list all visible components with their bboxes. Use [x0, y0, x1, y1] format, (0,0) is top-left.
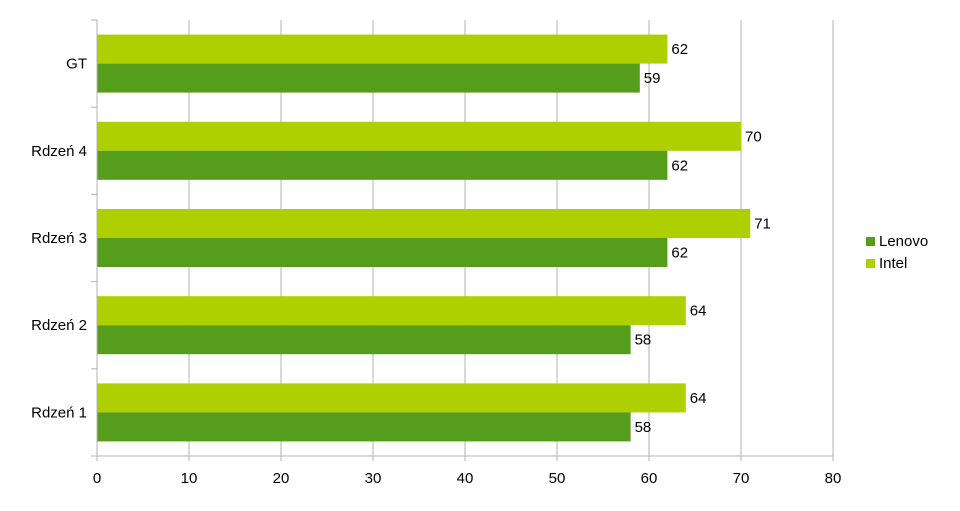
legend: Lenovo Intel: [866, 233, 928, 272]
category-label: Rdzeń 3: [31, 230, 87, 247]
x-tick-label: 80: [825, 470, 842, 487]
bar-intel: [97, 209, 751, 238]
data-label: 62: [671, 245, 688, 262]
legend-label: Lenovo: [879, 233, 928, 250]
data-label: 62: [671, 41, 688, 58]
x-tick-label: 10: [181, 470, 198, 487]
bar-lenovo: [97, 150, 668, 180]
bar-lenovo: [97, 412, 631, 442]
category-label: Rdzeń 1: [31, 404, 87, 421]
category-label: GT: [66, 56, 87, 73]
bars: [97, 34, 751, 442]
bar-intel: [97, 121, 741, 151]
bar-lenovo: [97, 238, 668, 267]
category-labels: Rdzeń 1 Rdzeń 2 Rdzeń 3 Rdzeń 4 GT: [31, 56, 87, 422]
data-label: 59: [644, 70, 661, 87]
data-label: 58: [635, 332, 652, 349]
x-tick-label: 60: [641, 470, 658, 487]
legend-swatch: [866, 237, 875, 246]
x-tick-label: 40: [457, 470, 474, 487]
legend-label: Intel: [879, 255, 907, 272]
bar-intel: [97, 383, 686, 413]
bar-lenovo: [97, 63, 640, 93]
data-label: 64: [690, 390, 707, 407]
x-tick-label: 70: [733, 470, 750, 487]
category-label: Rdzeń 2: [31, 317, 87, 334]
data-label: 62: [671, 157, 688, 174]
data-labels: 64 58 64 58 71 62 70 62 62 59: [635, 41, 771, 436]
category-label: Rdzeń 4: [31, 143, 87, 160]
bar-intel: [97, 34, 668, 64]
x-tick-label: 30: [365, 470, 382, 487]
data-label: 64: [690, 303, 707, 320]
data-label: 71: [754, 216, 771, 233]
x-tick-labels: 0 10 20 30 40 50 60 70 80: [93, 470, 842, 487]
x-tick-label: 0: [93, 470, 101, 487]
data-label: 58: [635, 419, 652, 436]
bar-lenovo: [97, 325, 631, 355]
axes: [91, 19, 834, 461]
data-label: 70: [745, 128, 762, 145]
x-tick-label: 50: [549, 470, 566, 487]
x-tick-label: 20: [273, 470, 290, 487]
bar-intel: [97, 296, 686, 326]
legend-swatch: [866, 259, 875, 268]
